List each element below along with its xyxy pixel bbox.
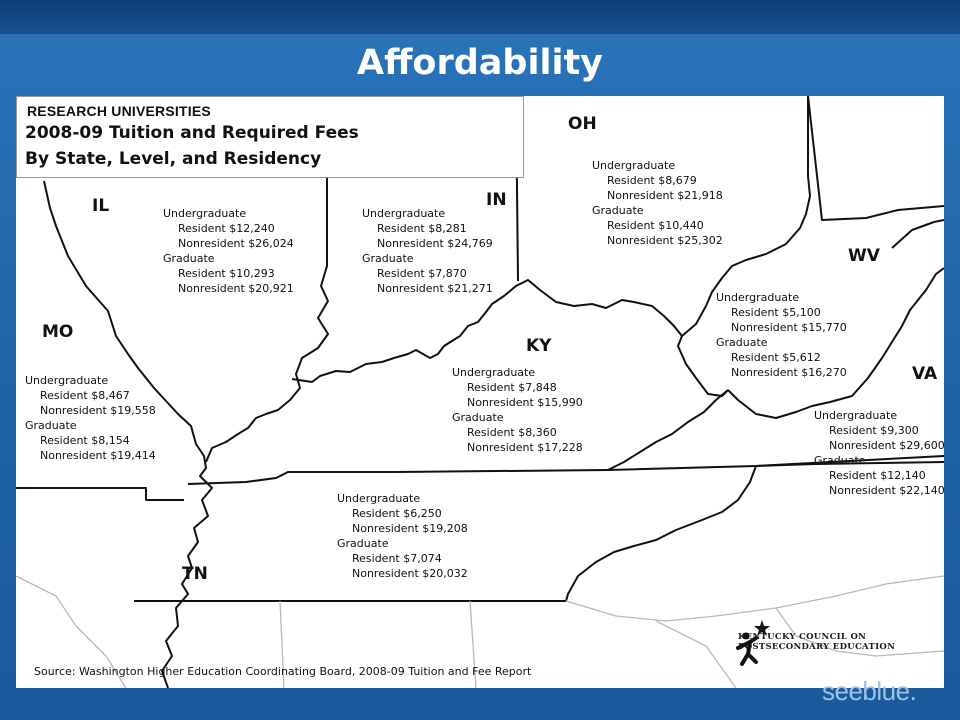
in-ug-resident: Resident $8,281 bbox=[377, 222, 467, 235]
ky-gr-nonresident: Nonresident $17,228 bbox=[467, 441, 583, 454]
tn-ug-label: Undergraduate bbox=[337, 492, 421, 505]
al-ga-border-light bbox=[279, 600, 285, 688]
legend-category: RESEARCH UNIVERSITIES bbox=[27, 103, 211, 119]
state-label-va: VA bbox=[912, 364, 938, 384]
in-gr-nonresident: Nonresident $21,271 bbox=[377, 282, 493, 295]
oh-gr-label: Graduate bbox=[592, 204, 644, 217]
state-label-in: IN bbox=[486, 190, 507, 210]
ky-ug-resident: Resident $7,848 bbox=[467, 381, 557, 394]
state-boundaries-map bbox=[16, 96, 944, 688]
tn-east-border bbox=[565, 465, 757, 602]
oh-ug-resident: Resident $8,679 bbox=[607, 174, 697, 187]
tn-gr-resident: Resident $7,074 bbox=[352, 552, 442, 565]
state-data-mo: Undergraduate Resident $8,467 Nonresiden… bbox=[25, 373, 156, 463]
wv-gr-nonresident: Nonresident $16,270 bbox=[731, 366, 847, 379]
va-ug-resident: Resident $9,300 bbox=[829, 424, 919, 437]
va-gr-nonresident: Nonresident $22,140 bbox=[829, 484, 944, 497]
in-ug-nonresident: Nonresident $24,769 bbox=[377, 237, 493, 250]
wv-gr-resident: Resident $5,612 bbox=[731, 351, 821, 364]
state-data-oh: Undergraduate Resident $8,679 Nonresiden… bbox=[592, 158, 723, 248]
legend-line-2: By State, Level, and Residency bbox=[25, 149, 322, 169]
state-label-oh: OH bbox=[568, 114, 597, 134]
oh-gr-resident: Resident $10,440 bbox=[607, 219, 704, 232]
tn-ug-resident: Resident $6,250 bbox=[352, 507, 442, 520]
in-ug-label: Undergraduate bbox=[362, 207, 446, 220]
oh-ug-label: Undergraduate bbox=[592, 159, 676, 172]
ky-ug-nonresident: Nonresident $15,990 bbox=[467, 396, 583, 409]
il-ug-label: Undergraduate bbox=[163, 207, 247, 220]
tn-gr-label: Graduate bbox=[337, 537, 389, 550]
pa-border bbox=[807, 96, 944, 221]
ky-tn-border bbox=[187, 455, 944, 485]
il-gr-nonresident: Nonresident $20,921 bbox=[178, 282, 294, 295]
state-data-in: Undergraduate Resident $8,281 Nonresiden… bbox=[362, 206, 493, 296]
tn-gr-nonresident: Nonresident $20,032 bbox=[352, 567, 468, 580]
slide-title: Affordability bbox=[356, 43, 603, 83]
mo-gr-label: Graduate bbox=[25, 419, 77, 432]
tn-ug-nonresident: Nonresident $19,208 bbox=[352, 522, 468, 535]
in-gr-label: Graduate bbox=[362, 252, 414, 265]
state-data-ky: Undergraduate Resident $7,848 Nonresiden… bbox=[452, 365, 583, 455]
ohio-river-border bbox=[291, 279, 683, 383]
oh-wv-border bbox=[681, 96, 811, 337]
map-legend-box: RESEARCH UNIVERSITIES 2008-09 Tuition an… bbox=[16, 96, 524, 178]
mo-ug-resident: Resident $8,467 bbox=[40, 389, 130, 402]
wv-outline bbox=[727, 267, 944, 419]
mo-gr-nonresident: Nonresident $19,414 bbox=[40, 449, 156, 462]
river-light bbox=[16, 575, 127, 688]
il-ug-resident: Resident $12,240 bbox=[178, 222, 275, 235]
va-gr-resident: Resident $12,140 bbox=[829, 469, 926, 482]
state-label-mo: MO bbox=[42, 322, 74, 342]
il-ug-nonresident: Nonresident $26,024 bbox=[178, 237, 294, 250]
ky-va-border bbox=[607, 389, 729, 471]
source-note: Source: Washington Higher Education Coor… bbox=[34, 665, 532, 678]
oh-ug-nonresident: Nonresident $21,918 bbox=[607, 189, 723, 202]
il-in-border bbox=[205, 178, 329, 463]
wv-gr-label: Graduate bbox=[716, 336, 768, 349]
va-ug-label: Undergraduate bbox=[814, 409, 898, 422]
seeblue-brand: seeblue. bbox=[822, 676, 917, 706]
legend-line-1: 2008-09 Tuition and Required Fees bbox=[25, 123, 359, 143]
ga-sc-border-light bbox=[565, 575, 944, 622]
ky-gr-label: Graduate bbox=[452, 411, 504, 424]
va-nc-border bbox=[755, 461, 944, 467]
logo-line-2: POSTSECONDARY EDUCATION bbox=[738, 642, 896, 652]
state-label-wv: WV bbox=[848, 246, 880, 266]
state-data-il: Undergraduate Resident $12,240 Nonreside… bbox=[163, 206, 294, 296]
state-data-va: Undergraduate Resident $9,300 Nonresiden… bbox=[814, 408, 944, 498]
state-label-tn: TN bbox=[182, 564, 208, 584]
state-data-tn: Undergraduate Resident $6,250 Nonresiden… bbox=[337, 491, 468, 581]
mississippi-river-border bbox=[43, 180, 213, 688]
state-label-il: IL bbox=[92, 196, 110, 216]
top-band bbox=[0, 0, 960, 34]
mo-gr-resident: Resident $8,154 bbox=[40, 434, 130, 447]
mo-ug-nonresident: Nonresident $19,558 bbox=[40, 404, 156, 417]
star-figure-icon bbox=[736, 620, 770, 666]
state-data-wv: Undergraduate Resident $5,100 Nonresiden… bbox=[716, 290, 847, 380]
mo-ug-label: Undergraduate bbox=[25, 374, 109, 387]
state-label-ky: KY bbox=[526, 336, 552, 356]
wv-ug-label: Undergraduate bbox=[716, 291, 800, 304]
logo-line-1: KENTUCKY COUNCIL ON bbox=[738, 632, 867, 642]
map-panel: RESEARCH UNIVERSITIES 2008-09 Tuition an… bbox=[16, 96, 944, 688]
va-gr-label: Graduate bbox=[814, 454, 866, 467]
sc-border-light bbox=[655, 620, 737, 688]
il-gr-label: Graduate bbox=[163, 252, 215, 265]
logo-text: KENTUCKY COUNCIL ON POSTSECONDARY EDUCAT… bbox=[738, 632, 895, 652]
missouri-south-border bbox=[16, 487, 184, 501]
cpe-logo: KENTUCKY COUNCIL ON POSTSECONDARY EDUCAT… bbox=[736, 618, 901, 666]
al-ms-border-light bbox=[469, 600, 477, 688]
wv-ug-nonresident: Nonresident $15,770 bbox=[731, 321, 847, 334]
wv-ug-resident: Resident $5,100 bbox=[731, 306, 821, 319]
oh-gr-nonresident: Nonresident $25,302 bbox=[607, 234, 723, 247]
wv-panhandle bbox=[891, 219, 944, 249]
il-gr-resident: Resident $10,293 bbox=[178, 267, 275, 280]
nc-sc-border-light bbox=[775, 607, 944, 657]
va-ug-nonresident: Nonresident $29,600 bbox=[829, 439, 944, 452]
in-gr-resident: Resident $7,870 bbox=[377, 267, 467, 280]
ky-ug-label: Undergraduate bbox=[452, 366, 536, 379]
ky-gr-resident: Resident $8,360 bbox=[467, 426, 557, 439]
